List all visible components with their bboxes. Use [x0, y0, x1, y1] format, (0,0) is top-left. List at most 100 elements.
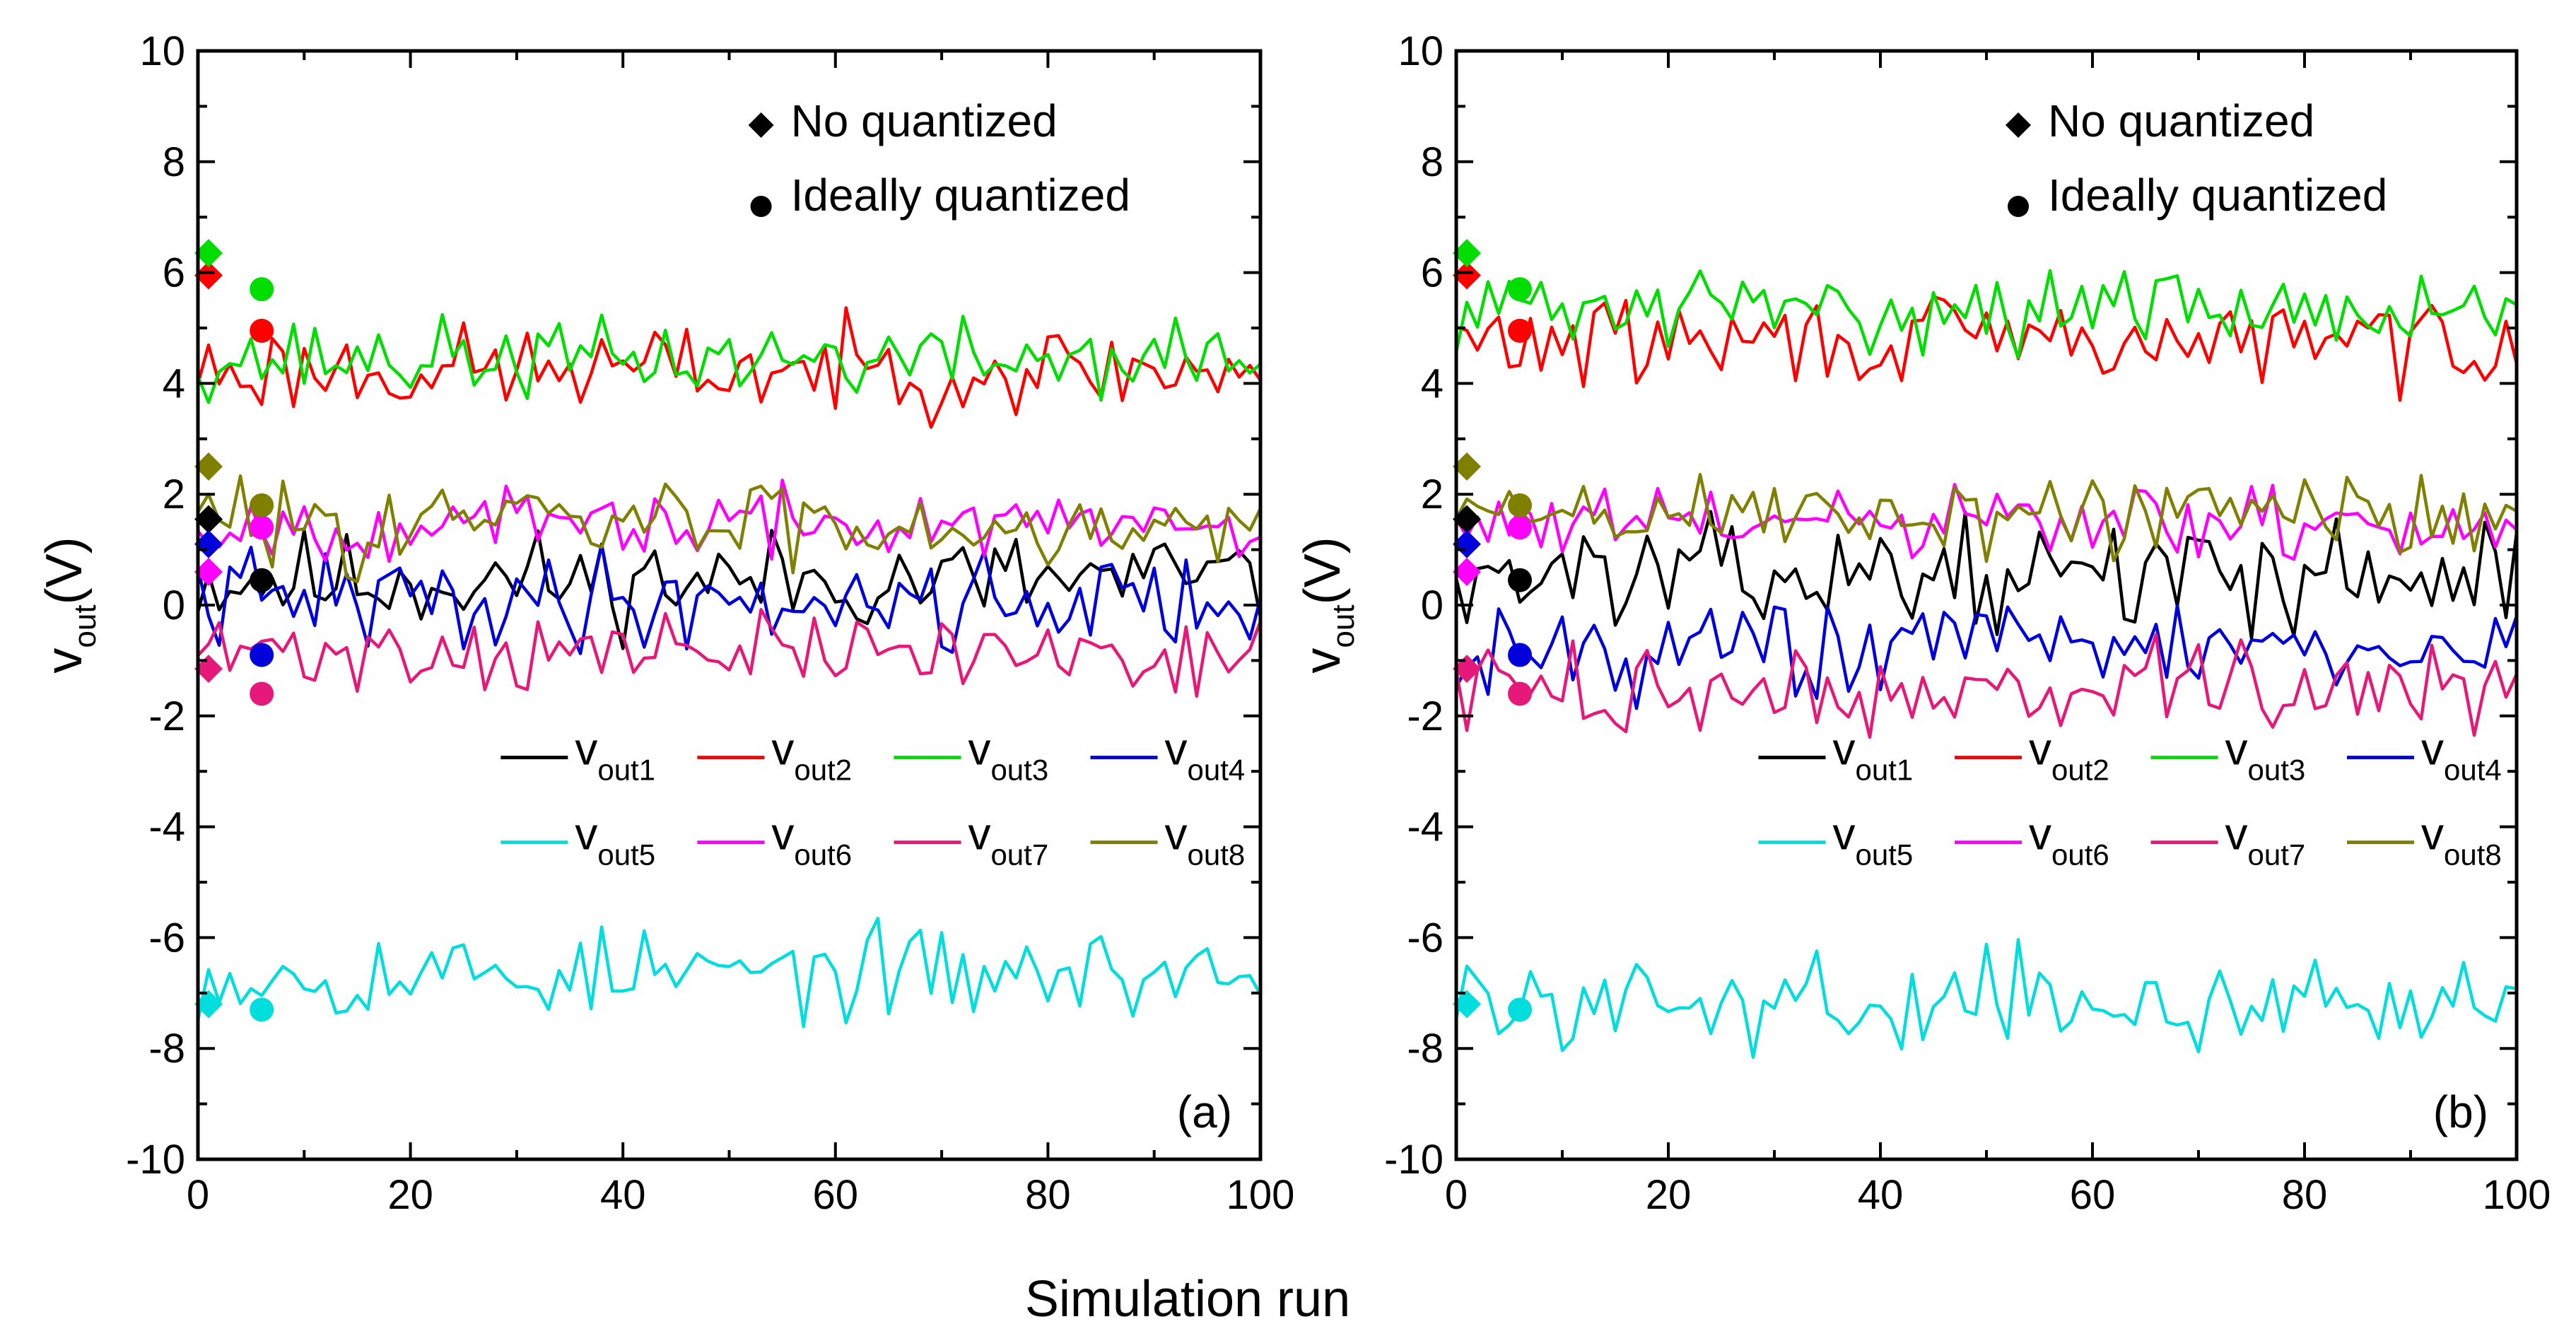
y-tick-label: -6 [148, 915, 185, 961]
series-legend-label: vout1 [575, 724, 655, 787]
ideally-quantized-marker-out7 [250, 681, 274, 706]
series-line-out5 [196, 916, 1262, 1029]
series-legend-label: vout6 [771, 809, 852, 872]
series-legend-label: vout2 [2029, 724, 2109, 787]
legend-label-sub: out7 [990, 838, 1048, 872]
x-tick-label: 60 [2070, 1172, 2116, 1218]
legend-label-sub: out4 [1188, 754, 1246, 787]
series-line-out1 [196, 528, 1263, 650]
series-legend-label: vout8 [1165, 809, 1246, 872]
series-line-out4 [196, 543, 1263, 655]
no-quantized-marker-out6 [1453, 557, 1481, 586]
y-tick-label: -10 [1384, 1137, 1444, 1183]
series-legend-label: vout4 [1165, 724, 1246, 787]
series-line-out5 [1454, 938, 2517, 1060]
y-tick-label: 8 [163, 139, 185, 185]
x-tick-label: 20 [387, 1172, 433, 1218]
legend-circle-icon [750, 196, 772, 217]
ideally-quantized-marker-out6 [1508, 515, 1532, 540]
panel-label: (b) [2433, 1086, 2488, 1137]
legend-label-main: v [1833, 809, 1856, 860]
legend-label-main: v [771, 724, 794, 775]
y-axis-title-main: v [36, 648, 93, 674]
legend-label-sub: out5 [597, 838, 655, 872]
y-tick-label: -6 [1407, 915, 1444, 961]
y-tick-label: 6 [163, 250, 185, 296]
series-line-out2 [196, 306, 1262, 429]
x-axis-title: Simulation run [1025, 1271, 1350, 1328]
x-tick-label: 100 [1226, 1172, 1295, 1218]
legend-label-main: v [575, 809, 597, 860]
series-legend-label: vout1 [1833, 724, 1914, 787]
marker-legend-label: No quantized [2048, 95, 2314, 146]
legend-label-main: v [2421, 724, 2444, 775]
y-axis-title: vout(V) [36, 537, 103, 673]
y-tick-label: -8 [1407, 1026, 1444, 1072]
legend-label-sub: out2 [2051, 754, 2109, 787]
y-tick-label: -10 [126, 1137, 185, 1183]
ideally-quantized-marker-out3 [1508, 277, 1532, 302]
no-quantized-marker-out3 [1453, 239, 1481, 268]
y-tick-label: 2 [1421, 471, 1444, 517]
series-line-out8 [1455, 473, 2518, 563]
legend-diamond-icon [2006, 112, 2031, 138]
legend-label-sub: out2 [794, 754, 852, 787]
no-quantized-marker-out4 [194, 529, 223, 558]
y-axis-title-main: v [1294, 648, 1351, 674]
y-tick-label: -4 [148, 804, 185, 850]
series-line-out3 [196, 312, 1262, 404]
marker-legend-label: Ideally quantized [791, 170, 1130, 221]
legend-label-main: v [2421, 809, 2444, 860]
no-quantized-marker-out1 [194, 505, 223, 534]
ideally-quantized-marker-out7 [1508, 681, 1532, 706]
legend-label-sub: out8 [1188, 838, 1246, 872]
y-tick-label: 6 [1421, 250, 1444, 296]
ideally-quantized-marker-out3 [250, 277, 274, 302]
series-legend-label: vout7 [968, 809, 1048, 872]
ideally-quantized-marker-out2 [250, 318, 274, 343]
no-quantized-marker-out3 [194, 239, 223, 268]
x-tick-label: 20 [1646, 1172, 1692, 1218]
legend-label-sub: out1 [597, 754, 655, 787]
series-legend-label: vout5 [1833, 809, 1914, 872]
ideally-quantized-marker-out8 [250, 493, 274, 517]
legend-label-sub: out5 [1856, 838, 1914, 872]
legend-label-main: v [2029, 724, 2051, 775]
y-axis-title-unit: (V) [36, 537, 93, 604]
legend-label-sub: out7 [2248, 838, 2306, 872]
x-tick-label: 40 [1858, 1172, 1904, 1218]
legend-diamond-icon [748, 112, 774, 138]
marker-legend-label: Ideally quantized [2048, 170, 2387, 221]
ideally-quantized-marker-out2 [1508, 318, 1532, 343]
series-legend-label: vout6 [2029, 809, 2109, 872]
ideally-quantized-marker-out4 [250, 643, 274, 667]
series-legend-label: vout2 [771, 724, 852, 787]
legend-label-main: v [2225, 724, 2248, 775]
no-quantized-marker-out5 [1453, 990, 1481, 1019]
series-legend-label: vout3 [2225, 724, 2306, 787]
series-legend-label: vout4 [2421, 724, 2502, 787]
x-tick-label: 100 [2483, 1172, 2551, 1218]
y-axis-title: vout(V) [1294, 537, 1361, 673]
legend-label-sub: out6 [794, 838, 852, 872]
y-tick-label: -4 [1407, 804, 1444, 850]
x-tick-label: 0 [1445, 1172, 1468, 1218]
no-quantized-marker-out8 [1453, 452, 1481, 481]
y-tick-label: -2 [1407, 693, 1444, 739]
ideally-quantized-marker-out1 [250, 568, 274, 592]
series-line-out7 [197, 608, 1263, 698]
y-tick-label: 4 [1421, 361, 1444, 406]
no-quantized-marker-out2 [1453, 261, 1481, 290]
series-line-out1 [1454, 510, 2519, 640]
x-tick-label: 60 [813, 1172, 859, 1218]
no-quantized-marker-out6 [194, 557, 223, 586]
ideally-quantized-marker-out5 [250, 997, 274, 1022]
no-quantized-marker-out5 [194, 990, 223, 1019]
panel-a: 0 20 40 60 80 100-10-8-6-4-20246810vout(V)No … [36, 28, 1294, 1218]
ideally-quantized-marker-out8 [1508, 493, 1532, 517]
y-axis-title-unit: (V) [1294, 537, 1351, 604]
y-tick-label: 10 [1398, 28, 1444, 74]
legend-label-main: v [771, 809, 794, 860]
legend-label-main: v [968, 809, 990, 860]
legend-label-main: v [1833, 724, 1856, 775]
